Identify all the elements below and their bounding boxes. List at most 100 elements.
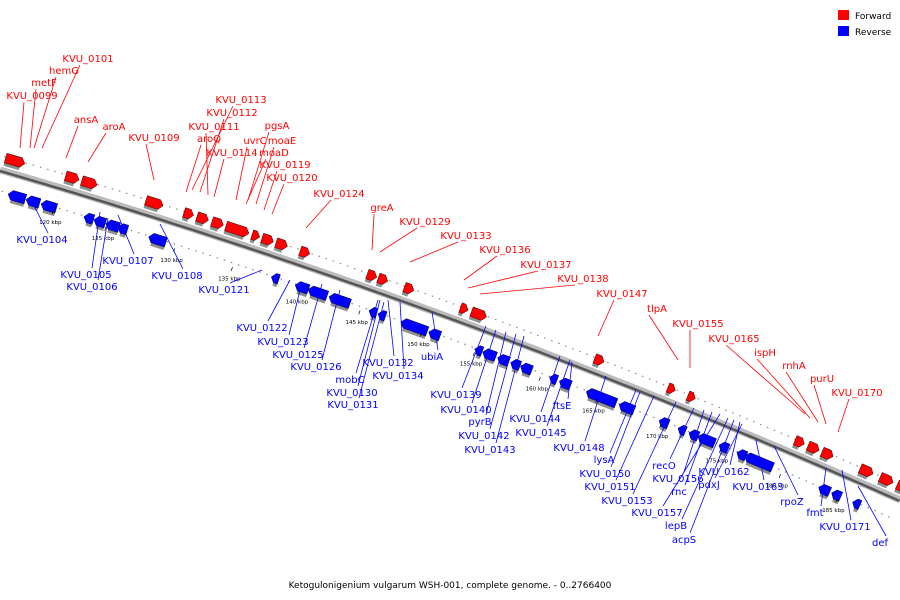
forward-gene-15-side [457,312,463,317]
reverse-label-connector [610,391,641,468]
forward-gene-12-shape [365,269,377,281]
reverse-gene-20 [520,362,534,379]
reverse-gene-33-side [832,499,839,505]
scale-tick-label: 180 kbp [765,483,788,489]
forward-gene-2-shape [80,175,98,190]
reverse-gene-14-side [401,328,426,340]
reverse-gene-label: lepB [665,521,687,532]
reverse-gene-21-shape [549,373,560,386]
forward-gene-10-side [273,247,283,253]
scale-tick-mark [472,352,475,357]
forward-gene-label: KVU_0138 [557,274,608,285]
forward-gene-label: KVU_0119 [259,160,310,171]
forward-gene-14-shape [402,282,415,295]
reverse-gene-32-side [819,493,828,500]
reverse-label-connector [29,197,49,234]
reverse-gene-label: acpS [672,535,696,546]
forward-gene-2-side [79,185,92,192]
reverse-gene-7 [148,233,168,250]
forward-gene-label: aroQ [197,134,221,145]
scale-tick-mark [659,424,662,429]
forward-gene-20-shape [792,435,805,448]
reverse-label-connector [267,279,291,322]
reverse-label-connector [729,421,741,466]
forward-gene-label: ansA [74,115,99,126]
reverse-gene-3-side [85,222,93,228]
reverse-gene-8-side [272,282,278,288]
scale-tick-label: 185 kbp [822,508,845,514]
forward-gene-20-side [791,444,799,450]
scale-tick-mark [104,226,107,231]
reverse-gene-18-shape [497,354,511,367]
reverse-gene-11 [328,293,352,312]
forward-gene-label: KVU_0155 [672,319,723,330]
forward-gene-label: tlpA [647,304,667,315]
reverse-gene-label: recO [652,461,676,472]
reverse-label-connector [97,217,109,281]
reverse-gene-2 [40,200,59,217]
forward-gene-label: KVU_0124 [313,189,364,200]
forward-gene-19 [684,390,696,405]
reverse-gene-label: fmt [806,508,823,519]
forward-gene-0 [3,153,26,171]
forward-gene-9-side [259,242,269,249]
forward-gene-23 [856,463,874,480]
forward-gene-label: hemG [49,66,79,77]
reverse-gene-label: KVU_0163 [732,482,783,493]
forward-gene-16-side [468,316,482,324]
reverse-gene-label: pdxJ [698,480,720,491]
forward-label-connector [263,170,278,211]
reverse-label-connector [91,211,101,269]
reverse-gene-21-side [550,383,556,388]
forward-gene-11-shape [298,245,310,258]
reverse-gene-14 [400,318,430,340]
reverse-gene-label: def [872,538,889,549]
reverse-gene-label: ubiA [421,352,443,363]
forward-gene-label: KVU_0165 [708,334,759,345]
reverse-gene-6 [117,223,130,238]
forward-label-connector [19,101,25,149]
reverse-label-connector [159,223,184,270]
reverse-label-connector [288,281,303,336]
reverse-gene-34-shape [852,498,863,511]
forward-gene-label: KVU_0120 [266,173,317,184]
scale-tick-label: 125 kbp [92,236,115,242]
forward-gene-7-shape [224,220,250,238]
reverse-gene-label: KVU_0134 [372,371,423,382]
reverse-gene-23 [586,388,619,411]
reverse-label-connector [609,389,637,454]
forward-gene-4 [181,207,194,222]
forward-label-connector [235,146,248,201]
forward-gene-15 [457,302,469,317]
forward-gene-label: moaD [259,148,289,159]
reverse-gene-14-shape [400,318,430,337]
reverse-label-connector [540,355,561,413]
reverse-label-connector [857,485,887,537]
forward-gene-24-side [876,481,888,489]
forward-gene-5 [194,211,209,227]
forward-gene-label: KVU_0112 [206,108,257,119]
reverse-gene-32 [818,484,832,500]
reverse-gene-label: KVU_0104 [16,235,67,246]
forward-gene-label: KVU_0111 [188,122,239,133]
reverse-label-connector [358,301,385,399]
reverse-gene-7-side [150,242,165,250]
forward-gene-1-shape [64,170,80,184]
reverse-gene-33-shape [831,489,844,502]
scale-tick-mark [595,399,598,403]
forward-label-connector [271,183,285,215]
forward-gene-6-shape [210,216,224,229]
reverse-label-connector [431,311,439,351]
reverse-label-connector [662,413,721,507]
forward-gene-11-side [297,255,305,261]
reverse-label-connector [669,407,695,460]
reverse-gene-label: KVU_0131 [327,400,378,411]
forward-gene-8-shape [250,229,260,241]
forward-label-connector [756,358,811,419]
forward-gene-label: metF [31,78,57,89]
reverse-gene-31 [744,452,775,475]
forward-label-connector [247,131,270,201]
forward-gene-label: rnhA [782,361,806,372]
